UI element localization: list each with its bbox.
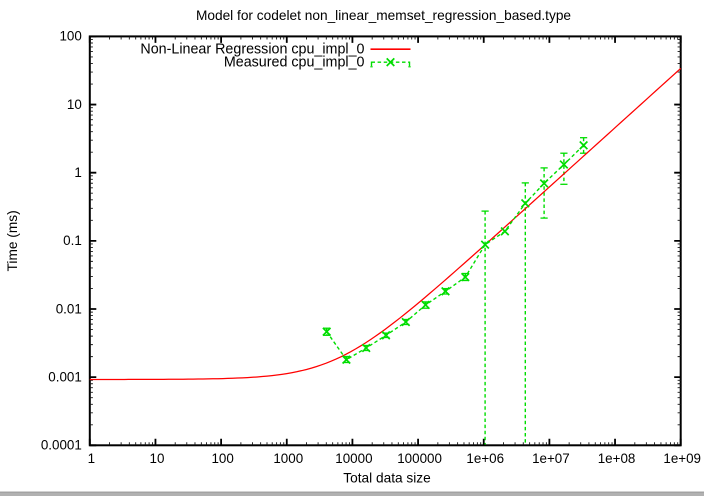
svg-text:10: 10 — [67, 97, 82, 112]
svg-text:Model for codelet non_linear_m: Model for codelet non_linear_memset_regr… — [196, 8, 571, 23]
svg-text:10000: 10000 — [335, 451, 372, 466]
svg-text:Time (ms): Time (ms) — [5, 210, 20, 271]
svg-text:0.001: 0.001 — [48, 369, 82, 384]
svg-text:1e+08: 1e+08 — [598, 451, 636, 466]
svg-text:0.0001: 0.0001 — [41, 438, 82, 453]
svg-text:1: 1 — [74, 165, 81, 180]
svg-text:1000: 1000 — [273, 451, 303, 466]
svg-text:100: 100 — [211, 451, 233, 466]
svg-text:1e+07: 1e+07 — [532, 451, 570, 466]
svg-text:Measured cpu_impl_0: Measured cpu_impl_0 — [224, 55, 365, 71]
svg-text:1e+06: 1e+06 — [466, 451, 504, 466]
svg-text:100000: 100000 — [397, 451, 442, 466]
svg-text:Total data size: Total data size — [343, 471, 431, 486]
svg-text:1e+09: 1e+09 — [663, 451, 701, 466]
svg-text:0.1: 0.1 — [63, 233, 82, 248]
svg-text:0.01: 0.01 — [56, 301, 82, 316]
svg-text:100: 100 — [59, 29, 81, 44]
svg-text:1: 1 — [88, 451, 95, 466]
svg-text:Non-Linear Regression cpu_impl: Non-Linear Regression cpu_impl_0 — [140, 42, 364, 58]
svg-text:10: 10 — [150, 451, 165, 466]
